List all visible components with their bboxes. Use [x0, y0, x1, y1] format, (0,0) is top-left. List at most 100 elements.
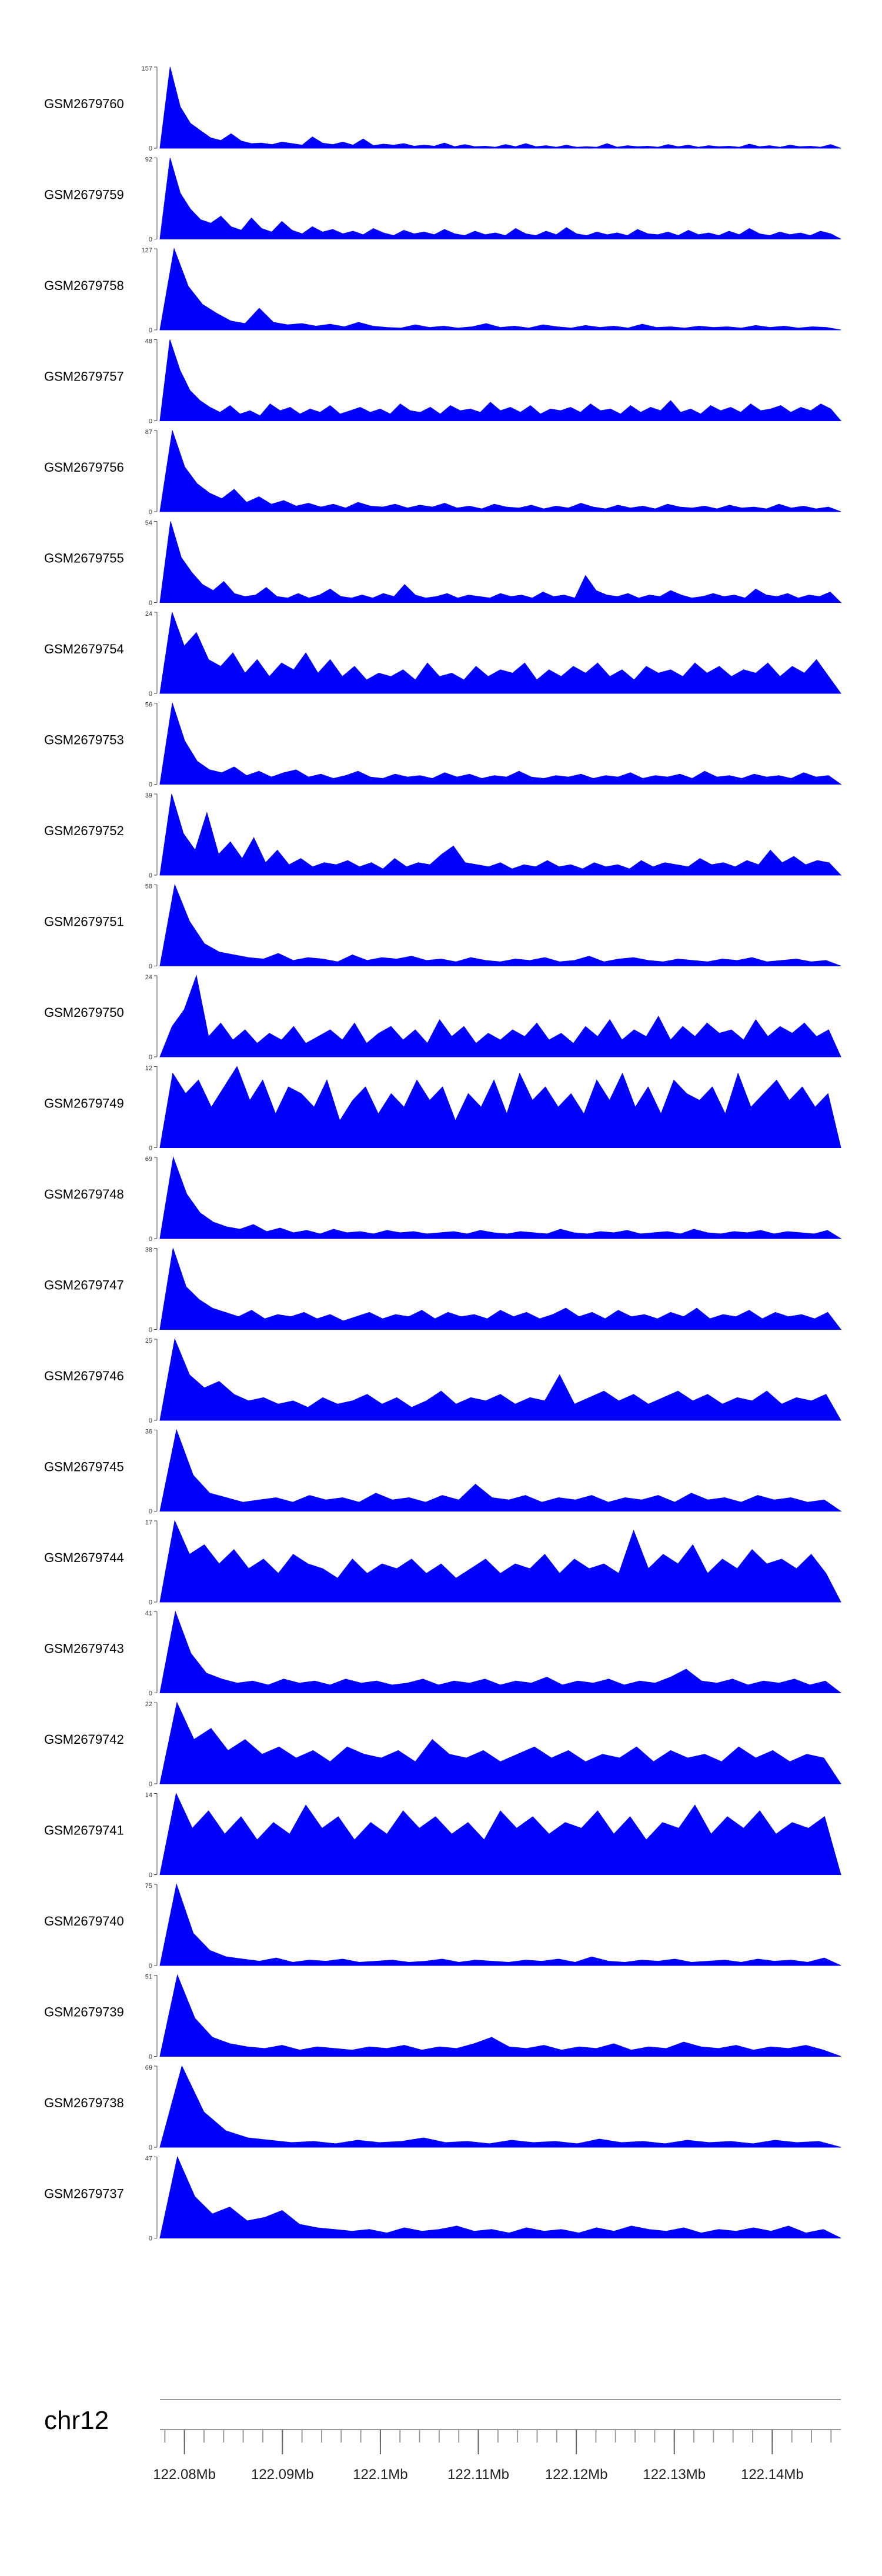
coverage-area	[159, 248, 841, 331]
coverage-area	[159, 1701, 841, 1784]
track-GSM2679752: GSM2679752 39 0	[44, 792, 842, 879]
track-label: GSM2679747	[44, 1278, 124, 1293]
track-ymax-label: 48	[145, 338, 152, 345]
track-ymin-label: 0	[149, 1781, 152, 1788]
track-ymin-label: 0	[149, 1145, 152, 1152]
track-ymin-label: 0	[149, 600, 152, 607]
track-ymax-label: 51	[145, 1974, 152, 1981]
coverage-area	[159, 793, 842, 876]
track-GSM2679741: GSM2679741 14 0	[44, 1792, 841, 1879]
track-ymax-label: 22	[145, 1701, 152, 1708]
track-ymin-label: 0	[149, 418, 152, 425]
coverage-area	[159, 1248, 842, 1330]
coverage-area	[159, 521, 842, 603]
axis-tick-label: 122.1Mb	[353, 2467, 407, 2482]
track-ymax-label: 75	[145, 1883, 152, 1890]
track-ymax-label: 24	[145, 974, 152, 981]
track-label: GSM2679739	[44, 2005, 124, 2020]
track-label: GSM2679760	[44, 96, 124, 111]
axis-tick-label: 122.14Mb	[741, 2467, 804, 2482]
track-ymin-label: 0	[149, 2144, 152, 2151]
genome-axis: chr12 122.08Mb 122.09Mb 122.1Mb 122.11Mb 122…	[44, 2399, 841, 2482]
coverage-area	[159, 1520, 841, 1603]
track-ymin-label: 0	[149, 1509, 152, 1516]
track-label: GSM2679740	[44, 1914, 124, 1928]
coverage-area	[159, 703, 842, 785]
track-GSM2679747: GSM2679747 38 0	[44, 1247, 842, 1334]
track-GSM2679740: GSM2679740 75 0	[44, 1883, 841, 1970]
track-GSM2679760: GSM2679760 157 0	[44, 65, 841, 152]
track-label: GSM2679759	[44, 188, 124, 202]
track-GSM2679743: GSM2679743 41 0	[44, 1610, 842, 1697]
track-GSM2679751: GSM2679751 58 0	[44, 883, 841, 970]
track-ymax-label: 41	[145, 1610, 152, 1617]
track-GSM2679745: GSM2679745 36 0	[44, 1429, 842, 1516]
track-ymin-label: 0	[149, 1236, 152, 1243]
track-ymax-label: 69	[145, 1156, 152, 1163]
track-ymin-label: 0	[149, 2235, 152, 2243]
track-ymax-label: 25	[145, 1337, 152, 1344]
track-GSM2679755: GSM2679755 54 0	[44, 520, 842, 607]
track-ymin-label: 0	[149, 963, 152, 970]
track-GSM2679749: GSM2679749 12 0	[44, 1065, 841, 1152]
coverage-area	[159, 1974, 841, 2057]
track-ymin-label: 0	[149, 1872, 152, 1879]
track-ymax-label: 12	[145, 1065, 152, 1072]
track-ymax-label: 14	[145, 1792, 152, 1799]
coverage-tracks: GSM26797601570GSM2679759920GSM2679758127…	[44, 65, 842, 2243]
track-ymin-label: 0	[149, 690, 152, 698]
track-label: GSM2679753	[44, 733, 124, 748]
track-ymax-label: 54	[145, 520, 152, 527]
track-ymax-label: 127	[142, 247, 152, 254]
track-GSM2679753: GSM2679753 56 0	[44, 702, 842, 789]
coverage-area	[159, 430, 841, 512]
track-GSM2679754: GSM2679754 24 0	[44, 610, 841, 698]
coverage-area	[159, 2065, 841, 2148]
coverage-area	[159, 2155, 841, 2238]
track-label: GSM2679756	[44, 460, 124, 475]
track-ymax-label: 38	[145, 1247, 152, 1254]
track-label: GSM2679746	[44, 1369, 124, 1383]
track-GSM2679738: GSM2679738 69 0	[44, 2064, 841, 2151]
track-ymin-label: 0	[149, 1327, 152, 1334]
coverage-area	[159, 1429, 842, 1511]
track-ymin-label: 0	[149, 872, 152, 879]
track-ymax-label: 24	[145, 610, 152, 618]
track-ymax-label: 157	[142, 65, 152, 72]
track-ymax-label: 87	[145, 429, 152, 436]
track-ymax-label: 56	[145, 702, 152, 709]
axis-tick-label: 122.09Mb	[251, 2467, 314, 2482]
axis-tick-label: 122.13Mb	[643, 2467, 706, 2482]
track-GSM2679759: GSM2679759 92 0	[44, 156, 841, 243]
axis-tick-label: 122.08Mb	[153, 2467, 216, 2482]
coverage-area	[159, 1338, 841, 1421]
track-ymax-label: 58	[145, 883, 152, 890]
track-GSM2679756: GSM2679756 87 0	[44, 429, 841, 516]
coverage-area	[159, 158, 841, 239]
track-GSM2679742: GSM2679742 22 0	[44, 1701, 841, 1788]
track-ymin-label: 0	[149, 782, 152, 789]
track-label: GSM2679751	[44, 915, 124, 929]
axis-tick-label: 122.11Mb	[447, 2467, 509, 2482]
track-GSM2679758: GSM2679758 127 0	[44, 247, 841, 334]
track-label: GSM2679744	[44, 1550, 124, 1565]
track-ymax-label: 47	[145, 2155, 152, 2163]
track-ymin-label: 0	[149, 1054, 152, 1061]
coverage-area	[159, 1066, 841, 1148]
track-label: GSM2679742	[44, 1732, 124, 1747]
track-label: GSM2679758	[44, 278, 124, 293]
track-label: GSM2679755	[44, 551, 124, 566]
coverage-area	[159, 975, 841, 1057]
track-GSM2679750: GSM2679750 24 0	[44, 974, 841, 1061]
track-label: GSM2679738	[44, 2095, 124, 2110]
axis-tick-label: 122.12Mb	[545, 2467, 608, 2482]
coverage-area	[159, 1883, 841, 1966]
coverage-area	[159, 1610, 842, 1693]
track-ymin-label: 0	[149, 145, 152, 152]
coverage-area	[159, 1792, 841, 1875]
track-ymin-label: 0	[149, 1690, 152, 1697]
coverage-area	[159, 1156, 842, 1239]
track-GSM2679746: GSM2679746 25 0	[44, 1337, 841, 1424]
track-label: GSM2679741	[44, 1823, 124, 1838]
